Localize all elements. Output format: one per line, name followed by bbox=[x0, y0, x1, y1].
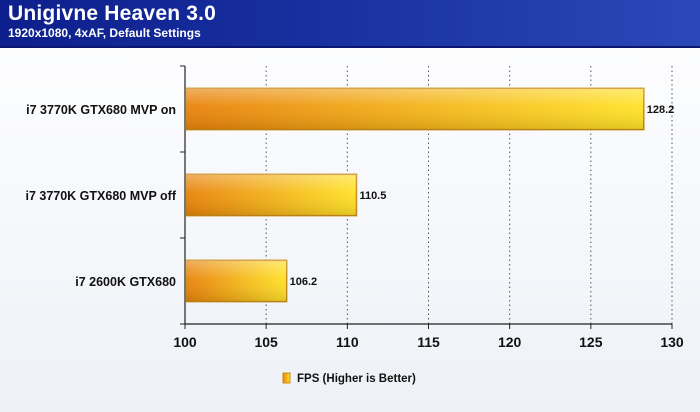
x-tick-label: 130 bbox=[660, 334, 684, 350]
x-tick-label: 100 bbox=[173, 334, 197, 350]
bar-value-label: 128.2 bbox=[647, 104, 675, 116]
chart-subtitle: 1920x1080, 4xAF, Default Settings bbox=[8, 26, 201, 40]
legend-swatch bbox=[282, 372, 291, 384]
bar-value-label: 110.5 bbox=[359, 190, 386, 202]
chart-title: Unigivne Heaven 3.0 bbox=[8, 2, 217, 25]
bar-highlight bbox=[186, 174, 357, 216]
category-label: i7 3770K GTX680 MVP off bbox=[25, 189, 176, 203]
x-tick-label: 110 bbox=[336, 334, 359, 350]
x-tick-label: 125 bbox=[579, 334, 603, 350]
bar-value-label: 106.2 bbox=[290, 276, 318, 288]
bar-highlight bbox=[186, 260, 287, 302]
x-tick-label: 105 bbox=[254, 334, 278, 350]
legend-label: FPS (Higher is Better) bbox=[297, 373, 416, 385]
bar-highlight bbox=[186, 88, 644, 130]
x-tick-label: 120 bbox=[498, 334, 522, 350]
category-label: i7 3770K GTX680 MVP on bbox=[26, 103, 176, 117]
chart-header: Unigivne Heaven 3.0 1920x1080, 4xAF, Def… bbox=[0, 0, 700, 48]
category-label: i7 2600K GTX680 bbox=[75, 275, 176, 289]
x-tick-label: 115 bbox=[417, 334, 440, 350]
